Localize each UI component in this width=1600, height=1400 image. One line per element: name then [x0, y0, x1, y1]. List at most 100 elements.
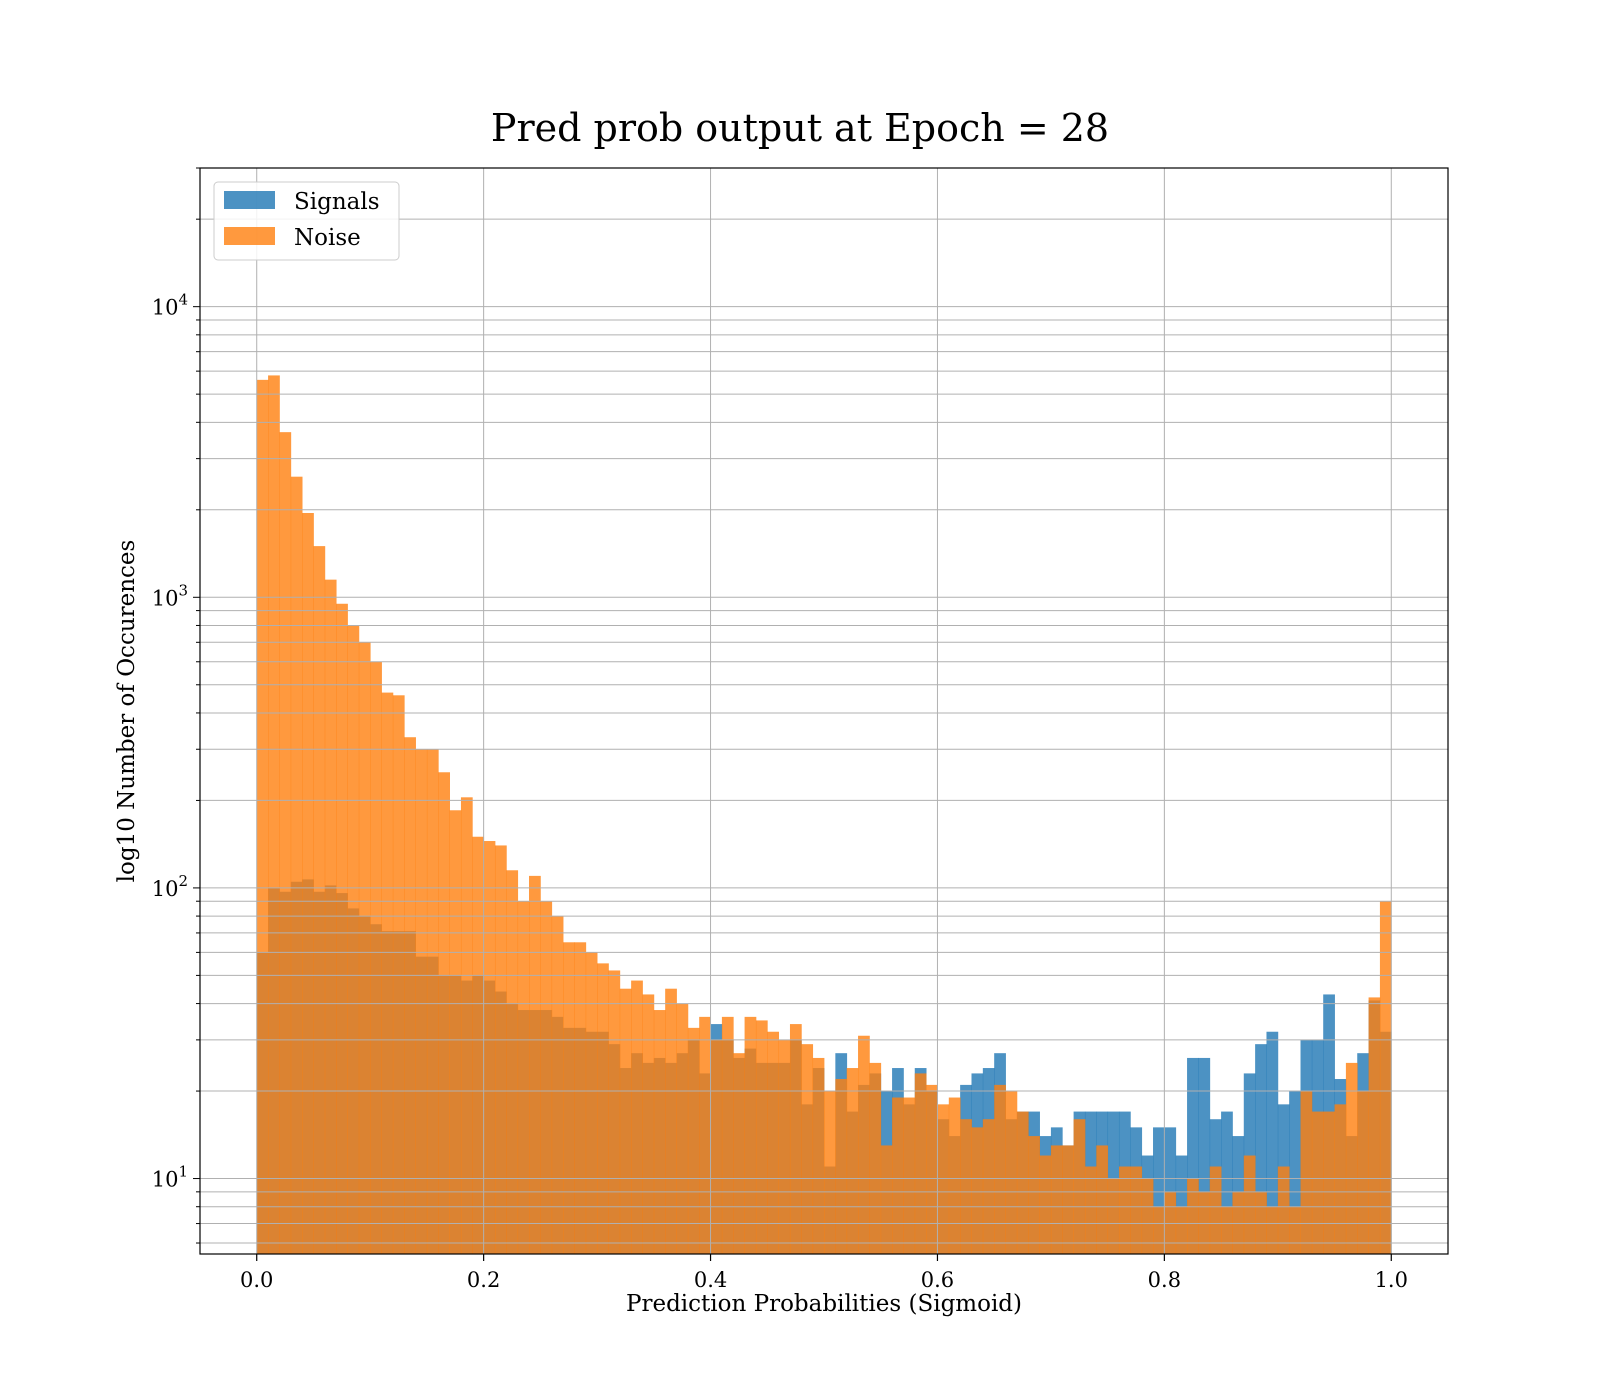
- bar-noise: [438, 772, 450, 1254]
- bar-noise: [1084, 1166, 1097, 1254]
- bar-noise: [313, 546, 326, 1254]
- bar-noise: [642, 994, 655, 1254]
- bar-noise: [1243, 1155, 1256, 1254]
- bar-noise: [1368, 997, 1381, 1254]
- bar-noise: [812, 1057, 825, 1254]
- bar-signals: [1266, 1031, 1279, 1254]
- bar-signals: [1153, 1127, 1165, 1254]
- bar-noise: [926, 1084, 938, 1254]
- bar-noise: [1323, 1111, 1335, 1254]
- bar-noise: [540, 901, 553, 1254]
- bar-noise: [710, 1039, 723, 1254]
- bar-noise: [1016, 1111, 1029, 1254]
- y-tick-label: 102: [152, 872, 188, 901]
- bar-noise: [1175, 1206, 1188, 1254]
- bar-noise: [1005, 1091, 1018, 1254]
- x-tick-label: 0.6: [921, 1268, 954, 1292]
- bar-noise: [744, 1016, 757, 1254]
- bar-noise: [1107, 1178, 1120, 1254]
- legend-swatch-signals: [224, 191, 275, 209]
- y-tick-label: 101: [152, 1163, 188, 1192]
- bar-noise: [948, 1097, 961, 1254]
- bar-noise: [1379, 901, 1392, 1254]
- x-tick-label: 0.4: [694, 1268, 727, 1292]
- bar-noise: [1118, 1166, 1131, 1254]
- legend: Signals Noise: [213, 181, 400, 261]
- bar-noise: [937, 1104, 950, 1254]
- bar-noise: [914, 1073, 927, 1254]
- bar-noise: [392, 695, 405, 1254]
- bar-noise: [1096, 1145, 1109, 1254]
- bar-noise: [1141, 1178, 1154, 1254]
- bar-noise: [824, 1091, 836, 1254]
- legend-label-signals: Signals: [294, 189, 380, 215]
- bar-noise: [971, 1127, 984, 1254]
- bar-noise: [982, 1119, 995, 1254]
- bar-signals: [1289, 1091, 1301, 1254]
- bar-noise: [994, 1084, 1006, 1254]
- bar-noise: [755, 1020, 768, 1254]
- bar-noise: [699, 1016, 711, 1254]
- bar-noise: [676, 1003, 689, 1254]
- bar-signals: [1198, 1057, 1211, 1254]
- bar-noise: [1198, 1191, 1211, 1254]
- bar-noise: [687, 1027, 700, 1254]
- x-axis-ticks: 0.0 0.2 0.4 0.6 0.8 1.0: [240, 1254, 1408, 1292]
- bar-noise: [302, 512, 314, 1254]
- bar-noise: [347, 625, 360, 1254]
- bar-noise: [1289, 1206, 1301, 1254]
- bar-noise: [324, 579, 337, 1254]
- legend-swatch-noise: [224, 227, 275, 245]
- bar-noise: [1255, 1191, 1267, 1254]
- bar-noise: [653, 1010, 666, 1254]
- bar-noise: [721, 1016, 734, 1254]
- bar-noise: [1073, 1119, 1086, 1254]
- bar-signals: [1255, 1044, 1267, 1254]
- bar-noise: [449, 810, 462, 1254]
- bar-noise: [279, 432, 292, 1254]
- y-tick-label: 104: [152, 291, 188, 320]
- bar-noise: [1221, 1206, 1233, 1254]
- bar-noise: [1232, 1191, 1245, 1254]
- bar-noise: [404, 737, 416, 1254]
- bar-signals: [1187, 1057, 1199, 1254]
- bar-noise: [1300, 1091, 1313, 1254]
- bar-noise: [1130, 1166, 1143, 1254]
- bar-noise: [778, 1039, 791, 1254]
- bar-noise: [835, 1079, 848, 1254]
- x-tick-label: 0.0: [240, 1268, 273, 1292]
- y-axis-label: log10 Number of Occurences: [114, 540, 140, 883]
- bar-noise: [426, 749, 439, 1254]
- x-tick-label: 1.0: [1375, 1268, 1408, 1292]
- bar-noise: [960, 1119, 972, 1254]
- bar-noise: [415, 749, 428, 1254]
- bar-noise: [1062, 1145, 1074, 1254]
- bar-noise: [631, 980, 643, 1254]
- bar-noise: [1153, 1206, 1165, 1254]
- bar-noise: [358, 642, 371, 1254]
- y-tick-label: 103: [152, 581, 188, 610]
- legend-label-noise: Noise: [294, 225, 361, 251]
- bar-noise: [1334, 1104, 1347, 1254]
- bar-noise: [846, 1068, 859, 1254]
- bar-noise: [892, 1097, 904, 1254]
- bar-noise: [1050, 1145, 1063, 1254]
- bar-noise: [585, 952, 598, 1254]
- x-tick-label: 0.2: [467, 1268, 500, 1292]
- chart-title: Pred prob output at Epoch = 28: [491, 106, 1109, 150]
- bar-noise: [506, 870, 519, 1254]
- plot-frame: [199, 167, 1449, 1255]
- bar-signals: [1175, 1155, 1188, 1254]
- bar-noise: [597, 963, 609, 1254]
- bar-noise: [608, 970, 621, 1254]
- bar-noise: [336, 603, 348, 1254]
- bar-noise: [529, 875, 541, 1254]
- series-noise: [256, 375, 1392, 1255]
- bar-noise: [767, 1031, 780, 1254]
- bar-noise: [1277, 1166, 1290, 1254]
- bar-noise: [1311, 1111, 1324, 1254]
- bar-noise: [1039, 1155, 1052, 1254]
- bar-noise: [1266, 1206, 1279, 1254]
- bar-signals: [1221, 1111, 1233, 1254]
